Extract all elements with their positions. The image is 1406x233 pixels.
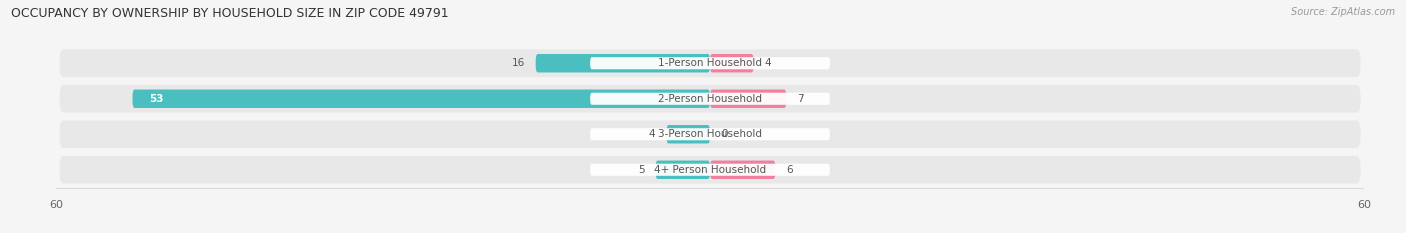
FancyBboxPatch shape — [710, 161, 776, 179]
FancyBboxPatch shape — [59, 120, 1361, 148]
FancyBboxPatch shape — [591, 164, 830, 176]
FancyBboxPatch shape — [655, 161, 710, 179]
Text: 3-Person Household: 3-Person Household — [658, 129, 762, 139]
FancyBboxPatch shape — [666, 125, 710, 144]
Text: OCCUPANCY BY OWNERSHIP BY HOUSEHOLD SIZE IN ZIP CODE 49791: OCCUPANCY BY OWNERSHIP BY HOUSEHOLD SIZE… — [11, 7, 449, 20]
Text: 7: 7 — [797, 94, 804, 104]
FancyBboxPatch shape — [591, 128, 830, 140]
Text: 4: 4 — [650, 129, 655, 139]
Text: 4: 4 — [765, 58, 770, 68]
FancyBboxPatch shape — [536, 54, 710, 72]
Text: 4+ Person Household: 4+ Person Household — [654, 165, 766, 175]
FancyBboxPatch shape — [59, 49, 1361, 77]
Text: Source: ZipAtlas.com: Source: ZipAtlas.com — [1291, 7, 1395, 17]
FancyBboxPatch shape — [591, 57, 830, 69]
FancyBboxPatch shape — [591, 93, 830, 105]
Text: 1-Person Household: 1-Person Household — [658, 58, 762, 68]
Text: 5: 5 — [638, 165, 644, 175]
FancyBboxPatch shape — [59, 85, 1361, 113]
FancyBboxPatch shape — [59, 156, 1361, 184]
Text: 6: 6 — [786, 165, 793, 175]
Text: 16: 16 — [512, 58, 524, 68]
FancyBboxPatch shape — [132, 89, 710, 108]
Text: 2-Person Household: 2-Person Household — [658, 94, 762, 104]
FancyBboxPatch shape — [710, 54, 754, 72]
Text: 0: 0 — [721, 129, 727, 139]
FancyBboxPatch shape — [710, 89, 786, 108]
Text: 53: 53 — [149, 94, 163, 104]
